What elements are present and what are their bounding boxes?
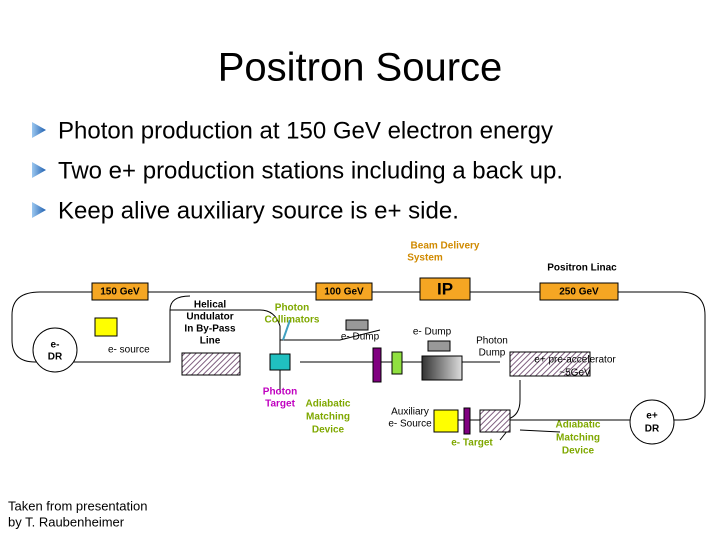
energy-box [539,282,619,301]
source-box [433,409,459,433]
bullet-icon [32,202,46,218]
label: DR [645,424,660,435]
label: DR [48,352,63,363]
target [372,347,382,383]
beamline [40,291,706,421]
label: 150 GeV [100,287,140,298]
label: Device [562,446,595,457]
label: e+ pre-accelerator [534,355,616,366]
label: Device [312,425,345,436]
label: e- [51,340,60,351]
label: e- Target [451,438,493,449]
target [463,407,471,435]
label: ~5GeV [559,368,591,379]
label: Matching [556,433,600,444]
damping-ring [32,327,78,373]
label: Target [265,399,295,410]
source-box [94,317,118,337]
energy-box [315,282,373,301]
ip-box [419,277,471,301]
label: Collimators [264,315,319,326]
collimator [269,353,291,371]
label: In By-Pass [184,324,236,335]
beamline [11,291,191,363]
label: System [407,253,443,264]
label: Photon [275,303,309,314]
label: Matching [306,412,350,423]
photon-dump [421,355,463,381]
label: IP [437,279,453,298]
bullet-icon [32,162,46,178]
label: Beam Delivery [411,241,480,252]
label: 250 GeV [559,287,599,298]
label: Auxiliary [391,407,429,418]
bullet-text: Photon production at 150 GeV electron en… [58,117,553,144]
footer: Taken from presentation [8,498,147,513]
title: Positron Source [218,46,503,90]
label: Adiabatic [305,399,350,410]
label: e+ [646,411,658,422]
bullets: Photon production at 150 GeV electron en… [32,117,563,224]
pre-accelerator [509,351,591,377]
footer: by T. Raubenheimer [8,514,125,529]
undulator [181,352,241,376]
label: Dump [479,348,506,359]
label: e- Dump [413,327,452,338]
bullet-icon [32,122,46,138]
label: Undulator [186,312,233,323]
bullet-text: Two e+ production stations including a b… [58,157,563,184]
matching-device [391,351,403,375]
label: Helical [194,300,226,311]
accelerator [479,409,511,433]
pointer [282,319,291,341]
label: e- source [108,345,150,356]
dump [345,319,369,331]
diagram [11,291,706,441]
energy-box [91,282,149,301]
beamline [170,309,281,392]
label: e- Dump [341,332,380,343]
beamline [280,329,381,341]
damping-ring [629,399,675,445]
label: Line [200,336,221,347]
label: Photon [263,387,297,398]
label: Adiabatic [555,420,600,431]
dump [427,340,451,352]
label: 100 GeV [324,287,364,298]
label: e- Source [388,419,432,430]
pointer [519,429,561,433]
label: Photon [476,336,508,347]
label: Positron Linac [547,263,617,274]
bullet-text: Keep alive auxiliary source is e+ side. [58,197,459,224]
